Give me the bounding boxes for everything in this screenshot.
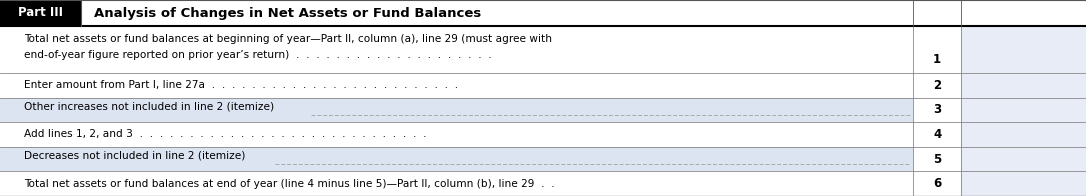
- Bar: [913, 26, 961, 73]
- Text: Analysis of Changes in Net Assets or Fund Balances: Analysis of Changes in Net Assets or Fun…: [94, 6, 482, 19]
- Bar: [961, 122, 1086, 147]
- Text: 5: 5: [933, 153, 942, 166]
- Text: 6: 6: [933, 177, 942, 190]
- Text: Enter amount from Part I, line 27a  .  .  .  .  .  .  .  .  .  .  .  .  .  .  . : Enter amount from Part I, line 27a . . .…: [24, 80, 458, 90]
- Bar: [0, 171, 913, 196]
- Text: Decreases not included in line 2 (itemize): Decreases not included in line 2 (itemiz…: [24, 150, 245, 160]
- Text: end-of-year figure reported on prior year’s return)  .  .  .  .  .  .  .  .  .  : end-of-year figure reported on prior yea…: [24, 50, 492, 60]
- Bar: [0, 73, 913, 98]
- Text: 3: 3: [933, 103, 942, 116]
- Text: 2: 2: [933, 79, 942, 92]
- Bar: [913, 73, 961, 98]
- Text: Add lines 1, 2, and 3  .  .  .  .  .  .  .  .  .  .  .  .  .  .  .  .  .  .  .  : Add lines 1, 2, and 3 . . . . . . . . . …: [24, 130, 427, 140]
- Bar: [913, 122, 961, 147]
- Bar: [0, 147, 913, 171]
- Bar: [961, 171, 1086, 196]
- Bar: [0, 122, 913, 147]
- Bar: [913, 147, 961, 171]
- Bar: [913, 98, 961, 122]
- Bar: [0, 0, 1086, 26]
- Text: 4: 4: [933, 128, 942, 141]
- Text: 1: 1: [933, 53, 942, 66]
- Bar: [961, 26, 1086, 73]
- Text: Total net assets or fund balances at beginning of year—Part II, column (a), line: Total net assets or fund balances at beg…: [24, 34, 552, 44]
- Bar: [0, 98, 913, 122]
- Text: Other increases not included in line 2 (itemize): Other increases not included in line 2 (…: [24, 101, 274, 111]
- Bar: [961, 147, 1086, 171]
- Bar: [0, 0, 81, 26]
- Bar: [913, 171, 961, 196]
- Text: Part III: Part III: [18, 6, 63, 19]
- Bar: [961, 73, 1086, 98]
- Bar: [961, 98, 1086, 122]
- Bar: [0, 26, 913, 73]
- Text: Total net assets or fund balances at end of year (line 4 minus line 5)—Part II, : Total net assets or fund balances at end…: [24, 179, 555, 189]
